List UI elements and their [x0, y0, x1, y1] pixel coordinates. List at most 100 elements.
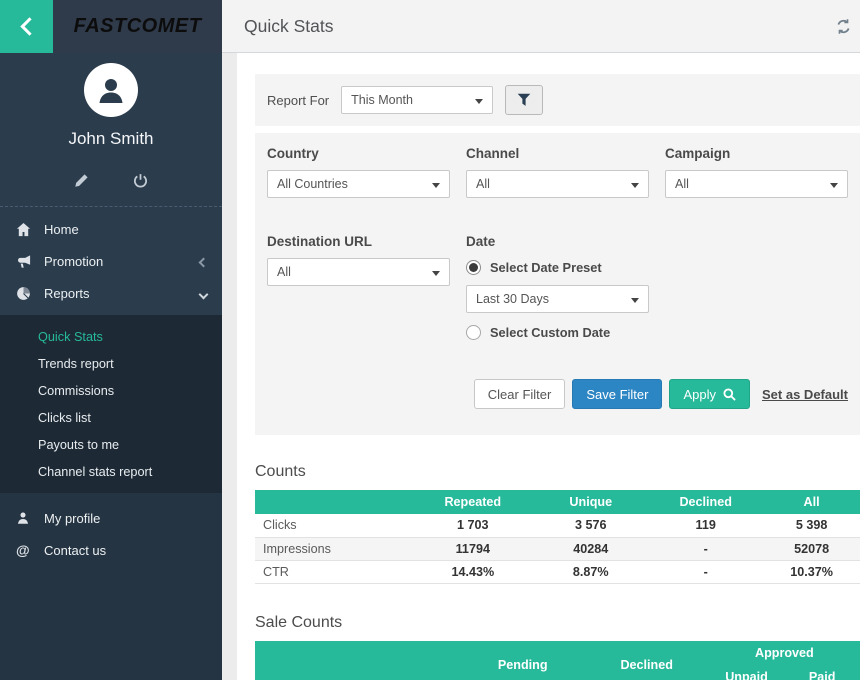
submenu-item-payouts-to-me[interactable]: Payouts to me [0, 431, 222, 458]
campaign-field: Campaign All [665, 146, 848, 198]
radio-selected-icon [466, 259, 481, 275]
submenu-item-commissions[interactable]: Commissions [0, 377, 222, 404]
submenu-item-channel-stats-report[interactable]: Channel stats report [0, 458, 222, 485]
submenu-item-label: Commissions [38, 383, 115, 398]
report-for-panel: Report For This Month [255, 74, 860, 126]
submenu-item-clicks-list[interactable]: Clicks list [0, 404, 222, 431]
cell-value: 8.87% [533, 560, 649, 584]
pencil-icon [75, 174, 88, 187]
cell-value: 5 398 [763, 514, 860, 538]
chevron-down-icon [631, 298, 639, 303]
table-row: Clicks 1 703 3 576 119 5 398 [255, 514, 860, 538]
sale-counts-col-paid: Paid [784, 664, 860, 680]
sale-counts-col-approved: Approved [708, 640, 860, 665]
sidebar-item-reports[interactable]: Reports [0, 277, 222, 309]
sidebar-item-label: Reports [44, 285, 90, 301]
date-preset-select[interactable]: Last 30 Days [466, 285, 649, 313]
user-icon [16, 511, 44, 525]
cell-value: 11794 [412, 537, 534, 561]
channel-label: Channel [466, 146, 520, 161]
sale-counts-col-pending: Pending [460, 640, 585, 680]
counts-title: Counts [255, 463, 306, 480]
destination-url-field: Destination URL All [267, 234, 450, 341]
country-select-value: All Countries [277, 177, 348, 191]
sale-counts-title: Sale Counts [255, 613, 343, 631]
sale-counts-subheader-row: Unpaid Paid [255, 664, 860, 680]
chevron-left-icon [19, 17, 39, 36]
channel-select-value: All [476, 177, 490, 191]
cell-value: 14.43% [412, 560, 534, 584]
edit-profile-button[interactable] [74, 173, 89, 188]
report-for-select[interactable]: This Month [341, 86, 494, 114]
apply-button[interactable]: Apply [669, 379, 751, 409]
campaign-select[interactable]: All [665, 170, 848, 198]
chevron-left-icon [198, 257, 209, 267]
counts-header-row: Repeated Unique Declined All [255, 490, 860, 514]
logout-button[interactable] [133, 173, 148, 188]
toggle-filters-button[interactable] [505, 85, 544, 115]
user-actions [0, 173, 222, 188]
row-label: Clicks [255, 514, 413, 538]
cell-value: - [648, 537, 764, 561]
submenu-item-quick-stats[interactable]: Quick Stats [0, 323, 222, 350]
channel-select[interactable]: All [466, 170, 649, 198]
save-filter-button[interactable]: Save Filter [572, 379, 663, 409]
cell-value: 40284 [533, 537, 649, 561]
chevron-down-icon [432, 271, 440, 276]
chevron-down-icon [475, 99, 484, 104]
user-name: John Smith [68, 129, 154, 148]
row-label: Impressions [255, 537, 413, 561]
refresh-button[interactable] [835, 18, 852, 35]
sidebar-item-promotion[interactable]: Promotion [0, 245, 222, 277]
counts-col-empty [255, 490, 413, 514]
date-custom-radio[interactable]: Select Custom Date [466, 323, 649, 341]
cell-value: 10.37% [763, 560, 860, 584]
reports-submenu: Quick Stats Trends report Commissions Cl… [0, 315, 222, 493]
chevron-down-icon [198, 289, 209, 299]
search-icon [723, 387, 736, 401]
submenu-item-trends-report[interactable]: Trends report [0, 350, 222, 377]
sidebar-menu: Home Promotion Reports [0, 207, 222, 315]
date-field: Date Select Date Preset Last 30 Days Sel… [466, 234, 649, 341]
date-label: Date [466, 234, 496, 249]
power-icon [133, 174, 148, 188]
content-area: Report For This Month Country [222, 53, 860, 680]
channel-field: Channel All [466, 146, 649, 198]
campaign-label: Campaign [665, 146, 731, 161]
brand-logo-text: FASTCOMET [73, 15, 202, 37]
apply-label: Apply [683, 386, 717, 402]
person-icon [99, 79, 123, 103]
at-icon: @ [16, 542, 30, 558]
cell-value: 1 703 [412, 514, 534, 538]
chevron-down-icon [432, 183, 440, 188]
filter-buttons-row: Clear Filter Save Filter Apply Set as De… [267, 379, 848, 409]
home-icon [16, 222, 44, 237]
date-custom-radio-label: Select Custom Date [490, 324, 611, 340]
sale-counts-col-unpaid: Unpaid [708, 664, 785, 680]
counts-col-all: All [763, 490, 860, 514]
sidebar-item-my-profile[interactable]: My profile [0, 502, 222, 534]
filter-row-2: Destination URL All Date Select Date Pre… [267, 234, 848, 341]
top-bar: Quick Stats [222, 0, 860, 53]
campaign-select-value: All [675, 177, 689, 191]
submenu-item-label: Payouts to me [38, 437, 120, 452]
sidebar-footer-menu: My profile @ Contact us [0, 493, 222, 680]
destination-url-select[interactable]: All [267, 258, 450, 286]
filter-row-1: Country All Countries Channel All [267, 146, 848, 198]
cell-value: 3 576 [533, 514, 649, 538]
collapse-sidebar-button[interactable] [0, 0, 53, 53]
radio-unselected-icon [466, 324, 481, 340]
country-select[interactable]: All Countries [267, 170, 450, 198]
brand-logo[interactable]: FASTCOMET [53, 0, 222, 53]
date-preset-radio[interactable]: Select Date Preset [466, 258, 649, 276]
sidebar-item-home[interactable]: Home [0, 213, 222, 245]
filter-form-panel: Country All Countries Channel All [255, 133, 860, 435]
chevron-down-icon [830, 183, 838, 188]
sidebar: FASTCOMET John Smith [0, 0, 222, 680]
cell-value: 52078 [763, 537, 860, 561]
clear-filter-button[interactable]: Clear Filter [473, 379, 566, 409]
set-as-default-link[interactable]: Set as Default [762, 386, 848, 402]
sidebar-item-contact-us[interactable]: @ Contact us [0, 534, 222, 566]
clear-filter-label: Clear Filter [487, 386, 552, 402]
